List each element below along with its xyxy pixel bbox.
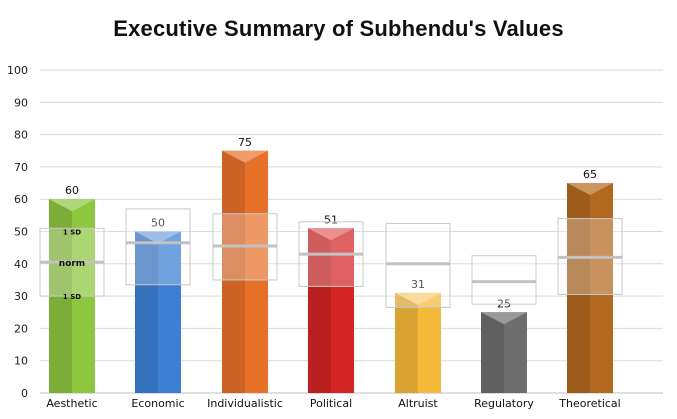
bar-top-cap bbox=[308, 228, 354, 241]
sd-band bbox=[385, 222, 451, 308]
data-label: 60 bbox=[65, 184, 79, 197]
y-tick-label: 0 bbox=[21, 387, 28, 400]
x-tick-label: Political bbox=[310, 397, 352, 410]
bar-left-face bbox=[308, 228, 331, 393]
y-tick-label: 40 bbox=[14, 258, 28, 271]
bar-right-face bbox=[504, 312, 527, 393]
bar-left-face bbox=[395, 292, 418, 393]
data-label: 50 bbox=[151, 217, 165, 230]
y-tick-label: 30 bbox=[14, 290, 28, 303]
x-tick-label: Individualistic bbox=[207, 397, 283, 410]
x-tick-label: Theoretical bbox=[558, 397, 620, 410]
bar-left-face bbox=[481, 312, 504, 393]
y-tick-label: 10 bbox=[14, 355, 28, 368]
bar-left-face bbox=[567, 183, 590, 393]
y-tick-label: 20 bbox=[14, 322, 28, 335]
y-tick-label: 70 bbox=[14, 161, 28, 174]
sd-band bbox=[125, 208, 191, 286]
bar-top-cap bbox=[395, 292, 441, 305]
norm-label: norm bbox=[59, 259, 85, 269]
x-tick-label: Regulatory bbox=[474, 397, 534, 410]
bar-right-face bbox=[331, 228, 354, 393]
sd-lower-label: 1 SD bbox=[63, 293, 81, 301]
sd-band bbox=[471, 255, 537, 305]
sd-upper-label: 1 SD bbox=[63, 228, 81, 236]
data-label: 75 bbox=[238, 136, 252, 149]
bar-right-face bbox=[158, 231, 181, 393]
x-tick-label: Aesthetic bbox=[46, 397, 97, 410]
bar-left-face bbox=[135, 231, 158, 393]
y-tick-label: 90 bbox=[14, 96, 28, 109]
bar-top-cap bbox=[567, 183, 613, 196]
y-tick-label: 80 bbox=[14, 129, 28, 142]
bar-left-face bbox=[222, 150, 245, 393]
bar-top-cap bbox=[222, 150, 268, 163]
bar-top-cap bbox=[481, 312, 527, 325]
chart-title: Executive Summary of Subhendu's Values bbox=[113, 16, 564, 41]
x-tick-label: Altruist bbox=[398, 397, 438, 410]
data-label: 51 bbox=[324, 213, 338, 226]
bar-right-face bbox=[590, 183, 613, 393]
data-label: 31 bbox=[411, 278, 425, 291]
data-label: 65 bbox=[583, 168, 597, 181]
y-tick-label: 60 bbox=[14, 193, 28, 206]
y-tick-label: 100 bbox=[7, 64, 28, 77]
bar-top-cap bbox=[49, 199, 95, 212]
bar-right-face bbox=[245, 150, 268, 393]
y-tick-label: 50 bbox=[14, 226, 28, 239]
x-tick-label: Economic bbox=[131, 397, 184, 410]
bar-right-face bbox=[418, 292, 441, 393]
bar-top-cap bbox=[135, 231, 181, 244]
